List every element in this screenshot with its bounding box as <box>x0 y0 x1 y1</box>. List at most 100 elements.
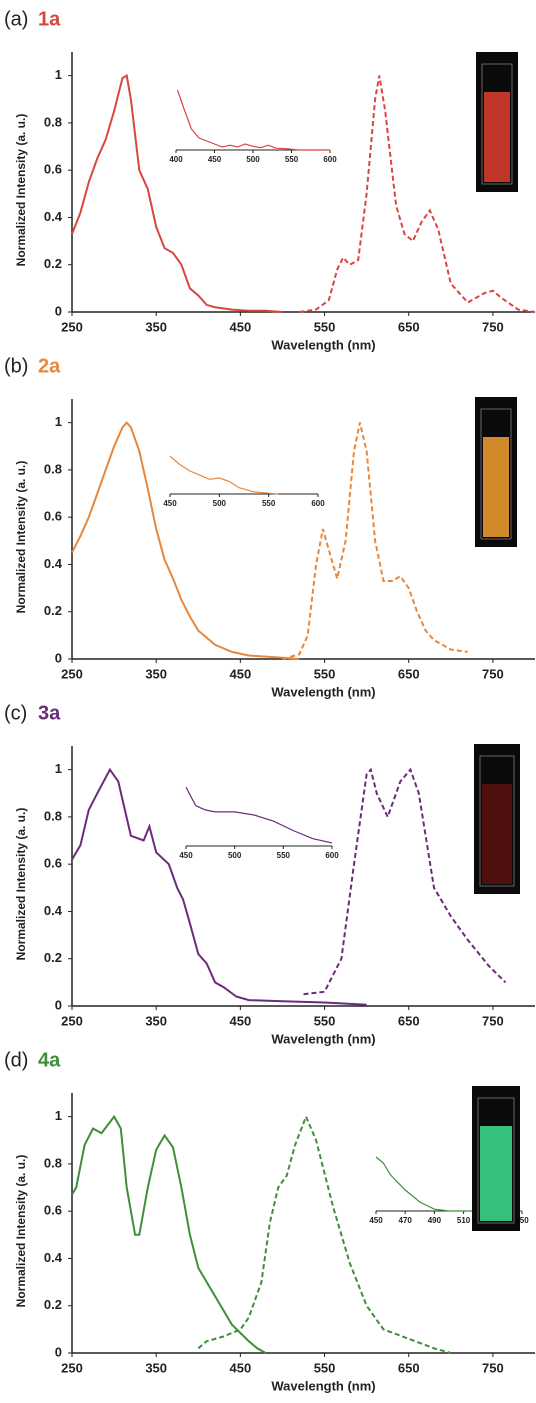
y-tick-label: 0.4 <box>44 209 63 224</box>
y-tick-label: 0.6 <box>44 856 62 871</box>
cuvette-outline <box>481 63 513 185</box>
x-tick-label: 250 <box>61 1360 83 1375</box>
x-tick-label: 750 <box>482 666 504 681</box>
panel-label: (c) <box>4 702 27 724</box>
y-tick-label: 0 <box>55 1344 62 1359</box>
y-tick-label: 0.4 <box>44 556 63 571</box>
y-axis-label: Normalized Intensity (a. u.) <box>14 1155 28 1308</box>
inset-x-tick-label: 490 <box>428 1216 442 1225</box>
x-tick-label: 250 <box>61 1013 83 1028</box>
x-tick-label: 350 <box>145 666 167 681</box>
inset-line <box>176 89 330 151</box>
x-tick-label: 550 <box>314 1360 336 1375</box>
panel-label: (b) <box>4 355 28 377</box>
y-tick-label: 1 <box>55 761 62 776</box>
panel-label: (d) <box>4 1049 28 1071</box>
y-tick-label: 0.4 <box>44 1250 63 1265</box>
cuvette-glow <box>480 1126 512 1221</box>
x-tick-label: 450 <box>230 666 252 681</box>
y-tick-label: 0.2 <box>44 256 62 271</box>
inset-x-tick-label: 550 <box>285 155 299 164</box>
y-tick-label: 1 <box>55 414 62 429</box>
inset-x-tick-label: 450 <box>369 1216 383 1225</box>
inset-x-tick-label: 500 <box>213 499 227 508</box>
x-axis-label: Wavelength (nm) <box>271 337 375 352</box>
y-tick-label: 0 <box>55 650 62 665</box>
spectrum-line <box>71 421 300 660</box>
inset-x-tick-label: 600 <box>323 155 337 164</box>
y-tick-label: 0.4 <box>44 903 63 918</box>
y-tick-label: 0.8 <box>44 461 62 476</box>
x-tick-label: 250 <box>61 319 83 334</box>
inset-x-tick-label: 400 <box>169 155 183 164</box>
x-tick-label: 750 <box>482 1013 504 1028</box>
y-axis-label: Normalized Intensity (a. u.) <box>14 461 28 614</box>
x-tick-label: 450 <box>230 319 252 334</box>
y-tick-label: 0.8 <box>44 114 62 129</box>
inset-x-tick-label: 450 <box>179 851 193 860</box>
y-tick-label: 0.8 <box>44 808 62 823</box>
panel-title: 2a <box>38 355 61 377</box>
spectrum-line <box>282 422 468 660</box>
cuvette-outline <box>480 408 512 540</box>
inset-x-tick-label: 550 <box>515 1216 529 1225</box>
inset-x-tick-label: 450 <box>163 499 177 508</box>
inset-x-tick-label: 550 <box>262 499 276 508</box>
x-tick-label: 350 <box>145 319 167 334</box>
y-tick-label: 0 <box>55 997 62 1012</box>
x-tick-label: 650 <box>398 1013 420 1028</box>
y-tick-label: 1 <box>55 1108 62 1123</box>
inset-x-tick-label: 450 <box>208 155 222 164</box>
x-tick-label: 750 <box>482 319 504 334</box>
x-tick-label: 650 <box>398 1360 420 1375</box>
x-tick-label: 550 <box>314 666 336 681</box>
spectrum-line <box>197 1113 452 1354</box>
cuvette-outline <box>477 1097 515 1224</box>
x-tick-label: 750 <box>482 1360 504 1375</box>
inset-x-tick-label: 500 <box>246 155 260 164</box>
x-tick-label: 550 <box>314 319 336 334</box>
inset-x-tick-label: 600 <box>325 851 339 860</box>
panel-title: 4a <box>38 1049 61 1071</box>
x-tick-label: 650 <box>398 666 420 681</box>
x-axis-label: Wavelength (nm) <box>271 684 375 699</box>
inset-x-tick-label: 500 <box>228 851 242 860</box>
x-tick-label: 350 <box>145 1360 167 1375</box>
y-tick-label: 0.2 <box>44 950 62 965</box>
x-tick-label: 350 <box>145 1013 167 1028</box>
y-tick-label: 0 <box>55 303 62 318</box>
y-tick-label: 1 <box>55 67 62 82</box>
y-tick-label: 0.8 <box>44 1155 62 1170</box>
spectrum-line <box>303 767 507 996</box>
spectrum-line <box>71 767 367 1006</box>
spectrum-line <box>71 74 283 313</box>
y-tick-label: 0.6 <box>44 509 62 524</box>
inset-line <box>375 1156 522 1212</box>
x-tick-label: 650 <box>398 319 420 334</box>
panel-title: 3a <box>38 702 61 724</box>
x-tick-label: 550 <box>314 1013 336 1028</box>
cuvette-glow <box>482 784 512 884</box>
y-axis-label: Normalized Intensity (a. u.) <box>14 808 28 961</box>
x-tick-label: 450 <box>230 1013 252 1028</box>
y-tick-label: 0.6 <box>44 1203 62 1218</box>
cuvette-glow <box>484 92 510 182</box>
spectrum-line <box>299 75 536 313</box>
cuvette-outline <box>479 755 515 887</box>
cuvette-glow <box>483 437 509 537</box>
inset-x-tick-label: 550 <box>277 851 291 860</box>
inset-line <box>185 786 333 844</box>
spectrum-line <box>71 1114 267 1354</box>
inset-x-tick-label: 470 <box>399 1216 413 1225</box>
panel-label: (a) <box>4 8 28 30</box>
y-tick-label: 0.2 <box>44 603 62 618</box>
inset-x-tick-label: 600 <box>311 499 325 508</box>
x-tick-label: 450 <box>230 1360 252 1375</box>
panel-title: 1a <box>38 8 61 30</box>
y-axis-label: Normalized Intensity (a. u.) <box>14 114 28 267</box>
y-tick-label: 0.2 <box>44 1297 62 1312</box>
x-tick-label: 250 <box>61 666 83 681</box>
x-axis-label: Wavelength (nm) <box>271 1031 375 1046</box>
x-axis-label: Wavelength (nm) <box>271 1378 375 1393</box>
